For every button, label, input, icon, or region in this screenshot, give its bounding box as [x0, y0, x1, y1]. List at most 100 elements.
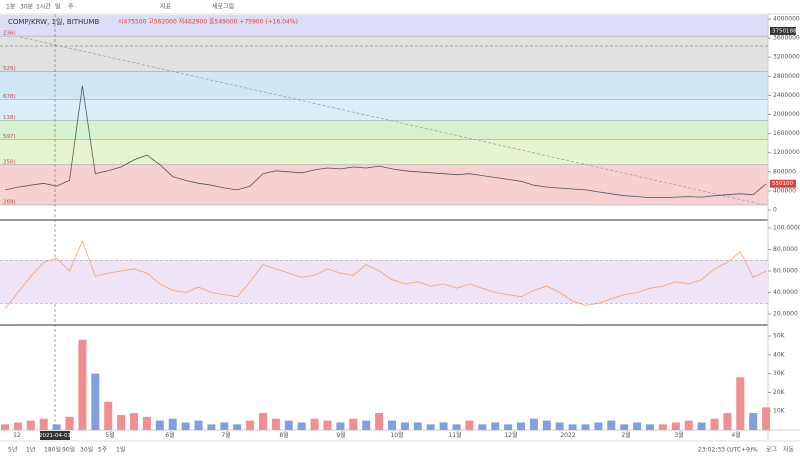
price-box-label: 550100 — [772, 181, 793, 187]
price-line — [4, 85, 767, 199]
fib-label: 138) — [3, 115, 16, 121]
fib-bands: 236) 525) 678) 138) 597) 250) 269) — [0, 15, 768, 205]
x-tick-label: 2022 — [560, 432, 575, 439]
x-tick-label: 11월 — [448, 431, 461, 439]
volume-bar — [542, 420, 551, 430]
volume-bar — [684, 420, 693, 430]
x-tick-label: 5월 — [105, 431, 114, 439]
x-tick-label: 3월 — [674, 431, 683, 439]
range-button[interactable]: 5년 — [8, 446, 17, 454]
range-button[interactable]: 5주 — [98, 447, 108, 454]
volume-bar — [155, 420, 164, 430]
volume-bar — [620, 424, 629, 430]
volume-bar — [439, 422, 448, 430]
volume-bar — [78, 339, 87, 430]
crosshair-date: 2021-04-01 — [39, 433, 71, 439]
fib-band — [0, 36, 768, 72]
volume-bar — [413, 422, 422, 430]
range-button[interactable]: 90일 — [62, 446, 75, 454]
y-tick-label: 400000 — [773, 187, 796, 194]
x-tick-label: 7월 — [221, 431, 230, 439]
range-button[interactable]: 1년 — [26, 446, 35, 454]
fib-label: 678) — [3, 94, 16, 100]
legend-symbol: COMP/KRW, 1일, BITHUMB — [8, 17, 99, 26]
fib-band — [0, 99, 768, 121]
volume-bar — [194, 420, 203, 430]
y-tick-label: 80.0000 — [773, 246, 798, 253]
range-button[interactable]: 180일 — [44, 446, 61, 454]
crosshair-date-box — [40, 431, 70, 440]
volume-bar — [336, 422, 345, 430]
fib-label: 236) — [3, 31, 16, 37]
footer-time: 23:02:33 (UTC+9) — [698, 447, 752, 454]
x-tick-label: 4월 — [731, 431, 740, 439]
volume-bar — [259, 413, 267, 430]
volume-bar — [271, 418, 280, 430]
range-button[interactable]: 1일 — [116, 446, 125, 454]
volume-bar — [52, 424, 61, 430]
y-tick-label: 40K — [773, 351, 786, 358]
volume-bar — [749, 413, 758, 430]
y-tick-label: 1600000 — [773, 130, 800, 137]
price-box-label: 3750188 — [772, 28, 797, 34]
toolbar-button[interactable]: 지표 — [160, 3, 172, 11]
volume-bar — [39, 418, 48, 430]
price-box — [770, 179, 796, 188]
footer-auto[interactable]: 자동 — [783, 446, 795, 454]
y-tick-label: 3600000 — [773, 35, 800, 42]
volume-bar — [142, 416, 151, 430]
volume-bar — [633, 422, 642, 430]
toolbar-button[interactable]: 1분 — [6, 4, 16, 11]
fib-label: 250) — [3, 159, 16, 165]
y-tick-label: 60.0000 — [773, 268, 798, 275]
volume-bar — [207, 424, 216, 430]
volume-bar — [349, 418, 358, 430]
range-button[interactable]: 30일 — [80, 446, 93, 454]
rsi-band — [0, 260, 768, 304]
y-tick-label: 800000 — [773, 168, 796, 175]
toolbar-button[interactable]: 주 — [68, 4, 74, 11]
volume-bar — [91, 373, 100, 430]
volume-bar — [323, 420, 332, 430]
volume-bar — [13, 422, 22, 430]
x-tick-label: 12월 — [504, 431, 517, 439]
volume-bar — [426, 424, 435, 430]
footer-percent[interactable]: % — [752, 447, 758, 454]
volume-bar — [310, 418, 319, 430]
volume-bar — [104, 401, 113, 430]
y-tick-label: 20K — [773, 389, 786, 396]
volume-bar — [568, 424, 577, 430]
volume-bar — [388, 420, 396, 430]
volume-bar — [297, 422, 306, 430]
volume-bar — [491, 422, 500, 430]
volume-bar — [233, 424, 242, 430]
volume-bar — [284, 420, 293, 430]
x-tick-label: 2월 — [621, 431, 630, 439]
price-box — [770, 26, 796, 35]
x-tick-label: 8월 — [279, 431, 288, 439]
legend-ohlc: 시475500 고562000 저462900 종549000 +75900 (… — [118, 18, 298, 26]
fib-band — [0, 120, 768, 140]
volume-bar — [400, 422, 409, 430]
y-tick-label: 2000000 — [773, 111, 800, 118]
volume-bar — [646, 424, 654, 430]
y-tick-label: 4000000 — [773, 16, 800, 23]
volume-bar — [517, 422, 525, 430]
x-tick-label: 9월 — [336, 431, 345, 439]
volume-bar — [478, 424, 487, 430]
toolbar-button[interactable]: 일 — [55, 3, 61, 11]
y-tick-label: 2400000 — [773, 92, 800, 99]
fib-band — [0, 15, 768, 37]
toolbar-button[interactable]: 30분 — [20, 4, 34, 11]
y-tick-label: 3200000 — [773, 54, 800, 61]
rsi-line — [4, 239, 767, 309]
volume-bar — [697, 422, 706, 430]
volume-bar — [362, 420, 371, 430]
volume-bar — [710, 418, 719, 430]
x-tick-label: 10월 — [390, 431, 403, 439]
footer-log[interactable]: 로그 — [766, 447, 778, 454]
toolbar-button[interactable]: 세로그림 — [212, 3, 234, 11]
toolbar-button[interactable]: 1시간 — [36, 3, 51, 11]
volume-bar — [465, 420, 474, 430]
